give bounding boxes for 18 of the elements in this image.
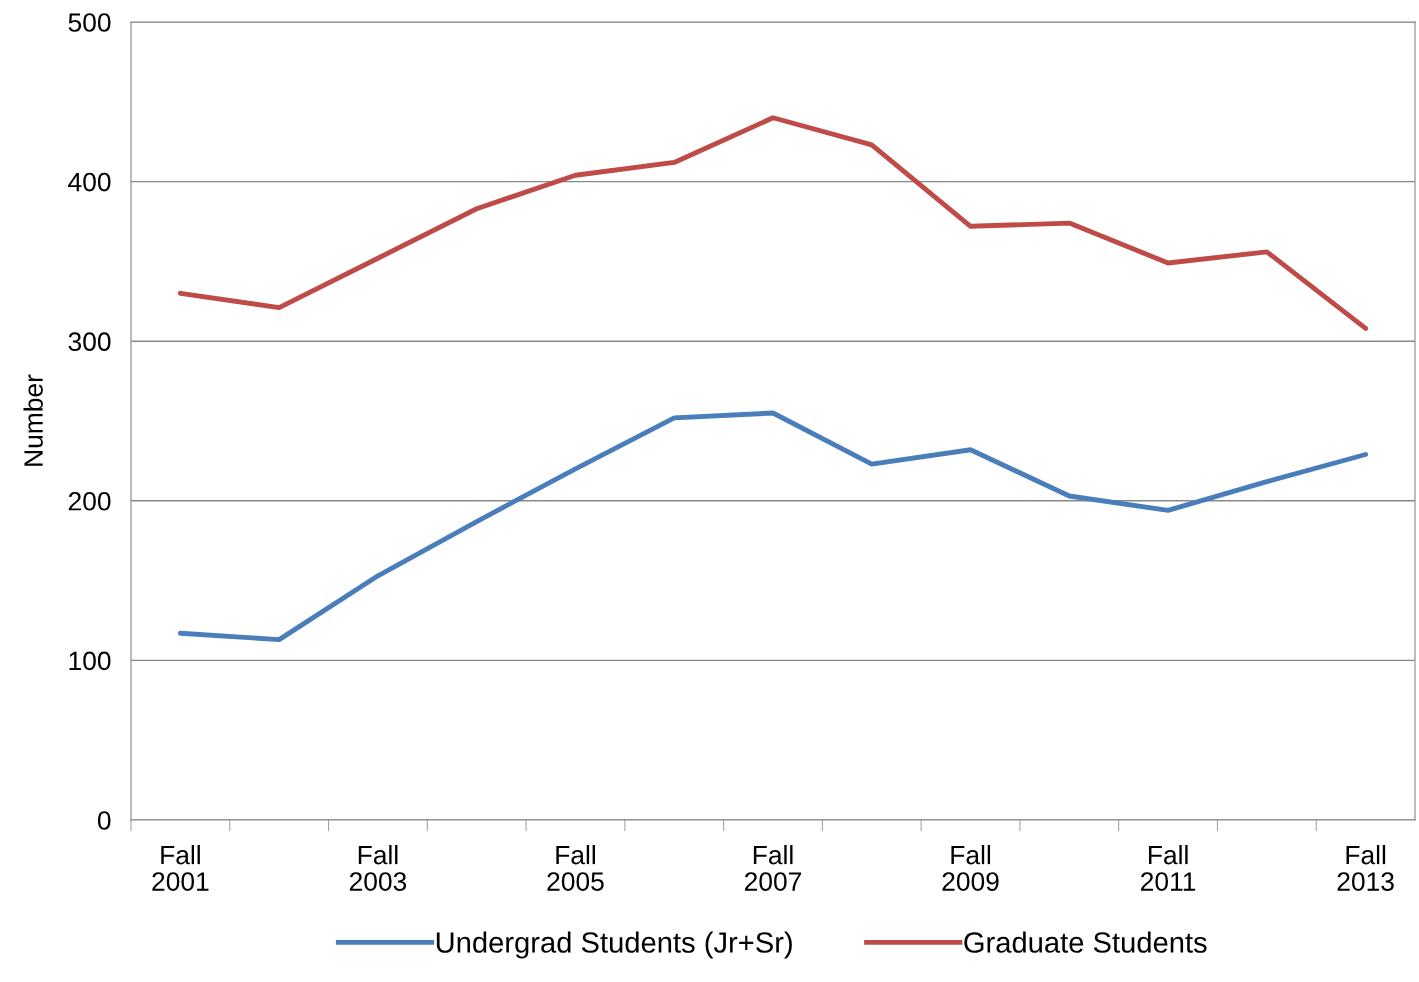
x-tick-label: Fall 2013 xyxy=(1337,845,1394,891)
x-tick-label: Fall 2001 xyxy=(152,845,209,891)
y-tick-label: 200 xyxy=(68,491,111,511)
legend-label: Undergrad Students (Jr+Sr) xyxy=(436,931,792,959)
x-tick-label: Fall 2009 xyxy=(942,845,999,891)
x-tick-label: Fall 2007 xyxy=(744,845,802,891)
x-tick-label: Fall 2005 xyxy=(547,845,604,891)
y-tick-label: 100 xyxy=(69,651,111,671)
line-series xyxy=(177,115,1369,331)
y-tick-label: 0 xyxy=(97,811,111,830)
line-series xyxy=(177,410,1369,643)
y-tick-label: 300 xyxy=(68,332,111,352)
legend-label: Graduate Students xyxy=(964,931,1207,953)
y-tick-label: 400 xyxy=(68,172,111,192)
y-axis-title: Number xyxy=(23,374,43,466)
y-tick-label: 500 xyxy=(68,13,111,32)
x-tick-label: Fall 2011 xyxy=(1141,845,1196,891)
x-tick-label: Fall 2003 xyxy=(349,845,407,891)
